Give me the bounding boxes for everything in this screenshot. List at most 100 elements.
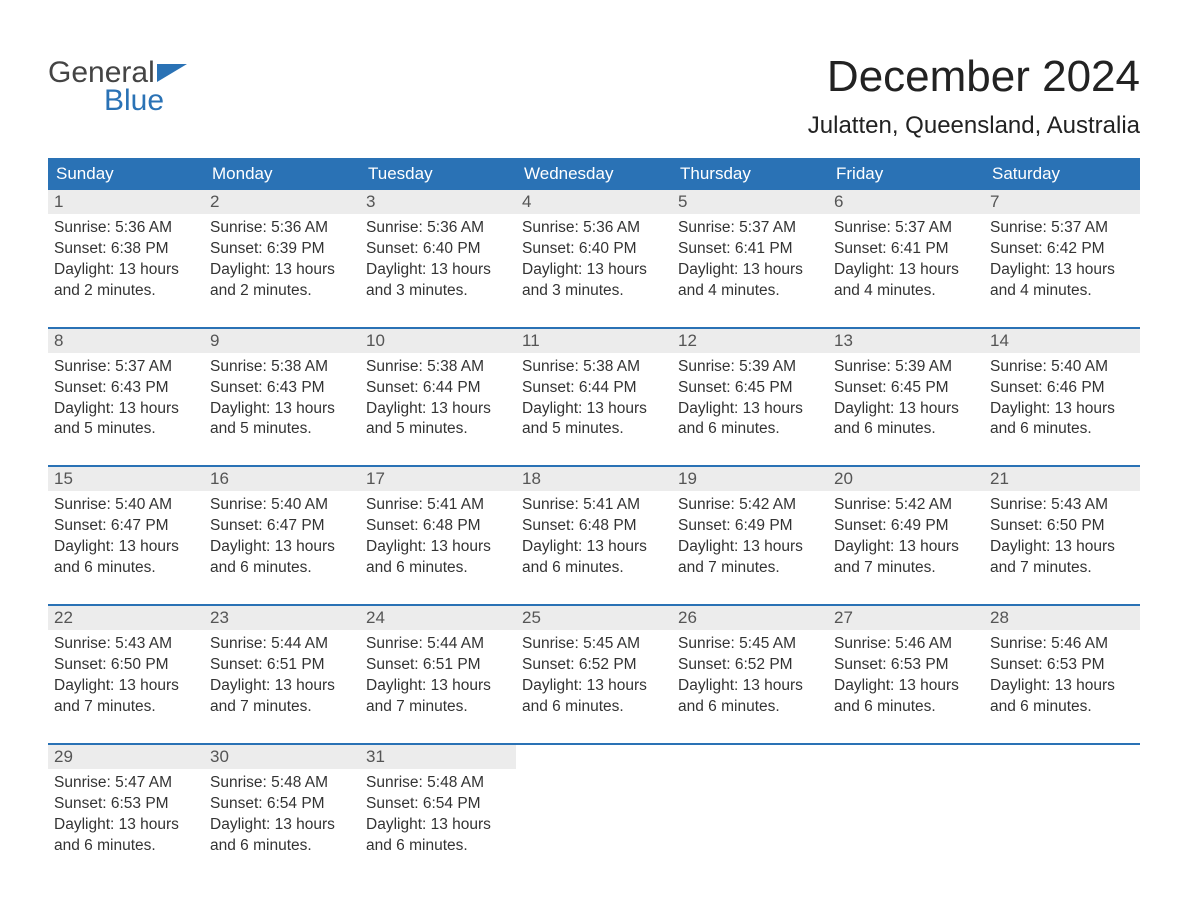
day-number: 21 xyxy=(984,466,1140,491)
daylight-text-1: Daylight: 13 hours xyxy=(834,260,978,281)
day-number: 27 xyxy=(828,605,984,630)
daylight-text-1: Daylight: 13 hours xyxy=(834,676,978,697)
day-cell: Sunrise: 5:37 AMSunset: 6:42 PMDaylight:… xyxy=(984,214,1140,306)
sunrise-text: Sunrise: 5:37 AM xyxy=(54,357,198,378)
day-cell: Sunrise: 5:40 AMSunset: 6:47 PMDaylight:… xyxy=(204,491,360,583)
day-detail-row: Sunrise: 5:37 AMSunset: 6:43 PMDaylight:… xyxy=(48,353,1140,445)
sunrise-text: Sunrise: 5:40 AM xyxy=(990,357,1134,378)
sunrise-text: Sunrise: 5:44 AM xyxy=(366,634,510,655)
day-cell: Sunrise: 5:38 AMSunset: 6:44 PMDaylight:… xyxy=(516,353,672,445)
daylight-text-2: and 6 minutes. xyxy=(522,558,666,579)
daylight-text-1: Daylight: 13 hours xyxy=(522,399,666,420)
daylight-text-2: and 5 minutes. xyxy=(210,419,354,440)
day-number: 22 xyxy=(48,605,204,630)
sunrise-text: Sunrise: 5:37 AM xyxy=(678,218,822,239)
sunset-text: Sunset: 6:41 PM xyxy=(678,239,822,260)
daylight-text-1: Daylight: 13 hours xyxy=(678,399,822,420)
day-cell: Sunrise: 5:43 AMSunset: 6:50 PMDaylight:… xyxy=(48,630,204,722)
daylight-text-2: and 6 minutes. xyxy=(834,419,978,440)
sunset-text: Sunset: 6:53 PM xyxy=(990,655,1134,676)
dow-thursday: Thursday xyxy=(672,158,828,190)
day-cell: Sunrise: 5:41 AMSunset: 6:48 PMDaylight:… xyxy=(516,491,672,583)
sunset-text: Sunset: 6:50 PM xyxy=(990,516,1134,537)
title-block: December 2024 Julatten, Queensland, Aust… xyxy=(808,30,1140,140)
sunset-text: Sunset: 6:39 PM xyxy=(210,239,354,260)
daylight-text-2: and 6 minutes. xyxy=(990,419,1134,440)
daylight-text-2: and 5 minutes. xyxy=(54,419,198,440)
daylight-text-1: Daylight: 13 hours xyxy=(54,815,198,836)
day-number-row: 1234567 xyxy=(48,190,1140,214)
day-number: 30 xyxy=(204,744,360,769)
day-cell: Sunrise: 5:46 AMSunset: 6:53 PMDaylight:… xyxy=(984,630,1140,722)
day-cell: Sunrise: 5:40 AMSunset: 6:47 PMDaylight:… xyxy=(48,491,204,583)
sunrise-text: Sunrise: 5:48 AM xyxy=(210,773,354,794)
week-separator xyxy=(48,583,1140,605)
logo-text-blue: Blue xyxy=(48,86,187,116)
sunrise-text: Sunrise: 5:41 AM xyxy=(522,495,666,516)
sunrise-text: Sunrise: 5:36 AM xyxy=(522,218,666,239)
sunset-text: Sunset: 6:50 PM xyxy=(54,655,198,676)
day-number: 16 xyxy=(204,466,360,491)
day-cell: Sunrise: 5:48 AMSunset: 6:54 PMDaylight:… xyxy=(360,769,516,861)
sunset-text: Sunset: 6:48 PM xyxy=(522,516,666,537)
daylight-text-1: Daylight: 13 hours xyxy=(366,676,510,697)
daylight-text-2: and 7 minutes. xyxy=(990,558,1134,579)
day-cell: Sunrise: 5:38 AMSunset: 6:43 PMDaylight:… xyxy=(204,353,360,445)
sunset-text: Sunset: 6:52 PM xyxy=(678,655,822,676)
calendar-body: 1234567Sunrise: 5:36 AMSunset: 6:38 PMDa… xyxy=(48,190,1140,860)
sunrise-text: Sunrise: 5:38 AM xyxy=(522,357,666,378)
sunset-text: Sunset: 6:45 PM xyxy=(834,378,978,399)
sunrise-text: Sunrise: 5:37 AM xyxy=(990,218,1134,239)
sunset-text: Sunset: 6:49 PM xyxy=(678,516,822,537)
day-number: 4 xyxy=(516,190,672,214)
sunrise-text: Sunrise: 5:37 AM xyxy=(834,218,978,239)
day-cell: Sunrise: 5:38 AMSunset: 6:44 PMDaylight:… xyxy=(360,353,516,445)
daylight-text-1: Daylight: 13 hours xyxy=(522,537,666,558)
day-cell: Sunrise: 5:42 AMSunset: 6:49 PMDaylight:… xyxy=(828,491,984,583)
day-cell: Sunrise: 5:41 AMSunset: 6:48 PMDaylight:… xyxy=(360,491,516,583)
day-number-row: 15161718192021 xyxy=(48,466,1140,491)
daylight-text-2: and 7 minutes. xyxy=(54,697,198,718)
day-cell: Sunrise: 5:39 AMSunset: 6:45 PMDaylight:… xyxy=(828,353,984,445)
daylight-text-1: Daylight: 13 hours xyxy=(366,260,510,281)
day-number: 26 xyxy=(672,605,828,630)
daylight-text-1: Daylight: 13 hours xyxy=(366,399,510,420)
sunrise-text: Sunrise: 5:36 AM xyxy=(210,218,354,239)
daylight-text-2: and 7 minutes. xyxy=(834,558,978,579)
day-cell xyxy=(516,769,672,861)
daylight-text-1: Daylight: 13 hours xyxy=(210,260,354,281)
day-number xyxy=(984,744,1140,769)
daylight-text-2: and 3 minutes. xyxy=(522,281,666,302)
sunset-text: Sunset: 6:53 PM xyxy=(54,794,198,815)
day-cell: Sunrise: 5:40 AMSunset: 6:46 PMDaylight:… xyxy=(984,353,1140,445)
sunset-text: Sunset: 6:44 PM xyxy=(522,378,666,399)
sunset-text: Sunset: 6:48 PM xyxy=(366,516,510,537)
sunset-text: Sunset: 6:45 PM xyxy=(678,378,822,399)
day-number: 13 xyxy=(828,328,984,353)
week-separator xyxy=(48,722,1140,744)
day-number: 20 xyxy=(828,466,984,491)
sunrise-text: Sunrise: 5:38 AM xyxy=(210,357,354,378)
sunrise-text: Sunrise: 5:46 AM xyxy=(990,634,1134,655)
sunrise-text: Sunrise: 5:39 AM xyxy=(834,357,978,378)
day-number: 10 xyxy=(360,328,516,353)
sunset-text: Sunset: 6:43 PM xyxy=(210,378,354,399)
day-detail-row: Sunrise: 5:36 AMSunset: 6:38 PMDaylight:… xyxy=(48,214,1140,306)
daylight-text-1: Daylight: 13 hours xyxy=(678,676,822,697)
daylight-text-2: and 4 minutes. xyxy=(834,281,978,302)
daylight-text-1: Daylight: 13 hours xyxy=(54,537,198,558)
day-number: 1 xyxy=(48,190,204,214)
daylight-text-2: and 2 minutes. xyxy=(54,281,198,302)
day-detail-row: Sunrise: 5:40 AMSunset: 6:47 PMDaylight:… xyxy=(48,491,1140,583)
daylight-text-2: and 2 minutes. xyxy=(210,281,354,302)
header: General Blue December 2024 Julatten, Que… xyxy=(48,30,1140,140)
daylight-text-1: Daylight: 13 hours xyxy=(990,399,1134,420)
daylight-text-2: and 7 minutes. xyxy=(210,697,354,718)
daylight-text-1: Daylight: 13 hours xyxy=(210,815,354,836)
daylight-text-2: and 6 minutes. xyxy=(678,697,822,718)
daylight-text-2: and 6 minutes. xyxy=(210,558,354,579)
daylight-text-2: and 6 minutes. xyxy=(678,419,822,440)
day-cell xyxy=(672,769,828,861)
daylight-text-1: Daylight: 13 hours xyxy=(210,399,354,420)
sunset-text: Sunset: 6:51 PM xyxy=(366,655,510,676)
